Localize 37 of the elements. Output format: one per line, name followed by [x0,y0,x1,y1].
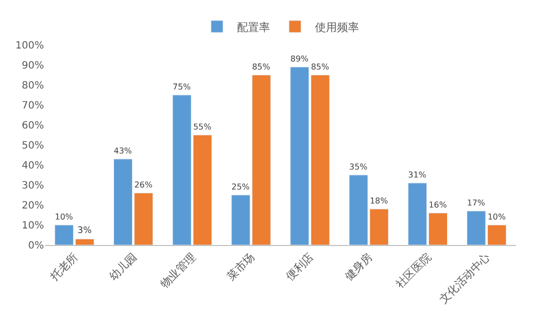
y-tick-label: 60% [22,120,44,132]
data-label: 25% [232,181,250,192]
x-tick-label: 健身房 [342,250,375,284]
data-label: 3% [77,226,92,236]
x-tick-label: 便利店 [283,250,316,284]
x-tick-label: 物业管理 [158,250,198,291]
y-tick-label: 80% [22,80,44,92]
data-label: 85% [252,61,270,72]
x-tick-label: 幼儿园 [106,250,140,284]
data-label: 43% [114,145,132,156]
y-tick-label: 50% [22,140,44,152]
y-tick-label: 40% [22,160,44,172]
y-tick-label: 100% [15,40,44,52]
legend-label: 配置率 [237,20,270,34]
data-label: 89% [290,53,309,64]
legend-label: 使用频率 [315,20,359,34]
data-label: 17% [467,197,486,208]
x-tick-label: 菜市场 [224,250,258,284]
data-label: 10% [54,211,74,222]
data-label: 75% [172,81,191,92]
data-label: 18% [370,195,388,206]
data-label: 55% [193,121,212,132]
y-tick-label: 90% [22,60,44,72]
y-tick-label: 20% [22,200,44,212]
x-tick-label: 社区医院 [393,250,434,291]
y-tick-label: 10% [22,220,44,232]
data-label: 35% [349,161,368,172]
data-label: 16% [428,199,448,210]
y-tick-label: 70% [22,100,44,112]
x-tick-label: 托老所 [47,250,80,284]
y-tick-label: 30% [22,180,44,192]
data-label: 10% [488,211,506,222]
data-label: 31% [408,169,426,180]
data-label: 26% [134,179,153,190]
data-label: 85% [310,61,330,72]
x-tick-label: 文化活动中心 [436,250,493,306]
y-tick-label: 0% [28,240,44,252]
